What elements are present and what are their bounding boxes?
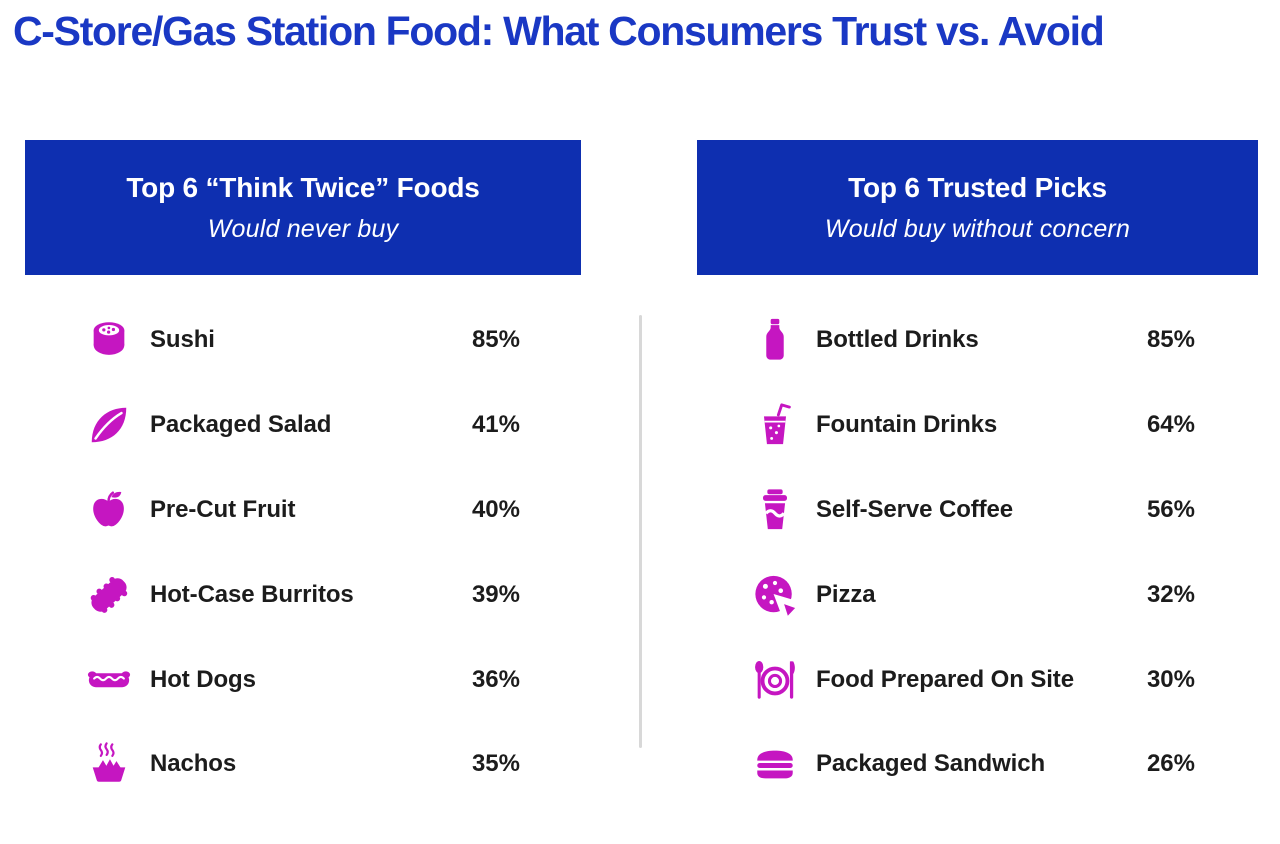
plate-cutlery-icon [750, 655, 800, 705]
row-fountain-drinks: Fountain Drinks 64% [750, 383, 1195, 468]
food-percent: 26% [1146, 750, 1195, 778]
row-sushi: Sushi 85% [84, 298, 520, 383]
burrito-icon [84, 570, 134, 620]
sushi-icon [84, 315, 134, 365]
row-packaged-salad: Packaged Salad 41% [84, 383, 520, 468]
row-bottled-drinks: Bottled Drinks 85% [750, 298, 1195, 383]
food-percent: 35% [471, 750, 520, 778]
food-label: Pre-Cut Fruit [150, 495, 296, 523]
food-label: Packaged Salad [150, 411, 332, 439]
food-percent: 85% [471, 326, 520, 354]
food-percent: 85% [1146, 326, 1195, 354]
think-twice-header: Top 6 “Think Twice” Foods Would never bu… [25, 140, 581, 275]
food-label: Pizza [816, 580, 876, 608]
food-percent: 32% [1146, 580, 1195, 608]
coffee-cup-icon [750, 485, 800, 535]
food-percent: 64% [1146, 411, 1195, 439]
bottle-icon [750, 315, 800, 365]
row-hot-dogs: Hot Dogs 36% [84, 637, 520, 722]
food-percent: 39% [471, 580, 520, 608]
trusted-picks-subtitle: Would buy without concern [824, 214, 1131, 243]
page-title: C-Store/Gas Station Food: What Consumers… [13, 8, 1105, 54]
food-label: Food Prepared On Site [816, 665, 1074, 693]
pizza-icon [750, 570, 800, 620]
food-label: Fountain Drinks [816, 411, 998, 439]
row-self-serve-coffee: Self-Serve Coffee 56% [750, 468, 1195, 553]
food-percent: 30% [1146, 665, 1195, 693]
food-label: Self-Serve Coffee [816, 495, 1014, 523]
row-food-prepared-on-site: Food Prepared On Site 30% [750, 637, 1195, 722]
food-percent: 56% [1146, 495, 1195, 523]
food-percent: 36% [471, 665, 520, 693]
row-pre-cut-fruit: Pre-Cut Fruit 40% [84, 468, 520, 553]
row-packaged-sandwich: Packaged Sandwich 26% [750, 722, 1195, 807]
row-nachos: Nachos 35% [84, 722, 520, 807]
food-label: Packaged Sandwich [816, 750, 1046, 778]
think-twice-subtitle: Would never buy [207, 214, 399, 243]
food-label: Hot-Case Burritos [150, 580, 354, 608]
food-label: Bottled Drinks [816, 326, 979, 354]
row-pizza: Pizza 32% [750, 552, 1195, 637]
think-twice-list: Sushi 85% Packaged Salad 41% Pre-Cu [84, 298, 520, 807]
food-label: Nachos [150, 750, 237, 778]
trusted-picks-header: Top 6 Trusted Picks Would buy without co… [697, 140, 1258, 275]
nachos-icon [84, 739, 134, 789]
food-label: Sushi [150, 326, 215, 354]
food-label: Hot Dogs [150, 665, 256, 693]
fountain-drink-icon [750, 400, 800, 450]
row-hot-case-burritos: Hot-Case Burritos 39% [84, 552, 520, 637]
apple-icon [84, 485, 134, 535]
trusted-picks-title: Top 6 Trusted Picks [848, 171, 1107, 203]
think-twice-title: Top 6 “Think Twice” Foods [126, 171, 480, 203]
leaf-icon [84, 400, 134, 450]
food-percent: 41% [471, 411, 520, 439]
hotdog-icon [84, 655, 134, 705]
sandwich-icon [750, 739, 800, 789]
column-divider [639, 315, 642, 748]
food-percent: 40% [471, 495, 520, 523]
trusted-picks-list: Bottled Drinks 85% Fountain Drinks 64% [750, 298, 1195, 807]
